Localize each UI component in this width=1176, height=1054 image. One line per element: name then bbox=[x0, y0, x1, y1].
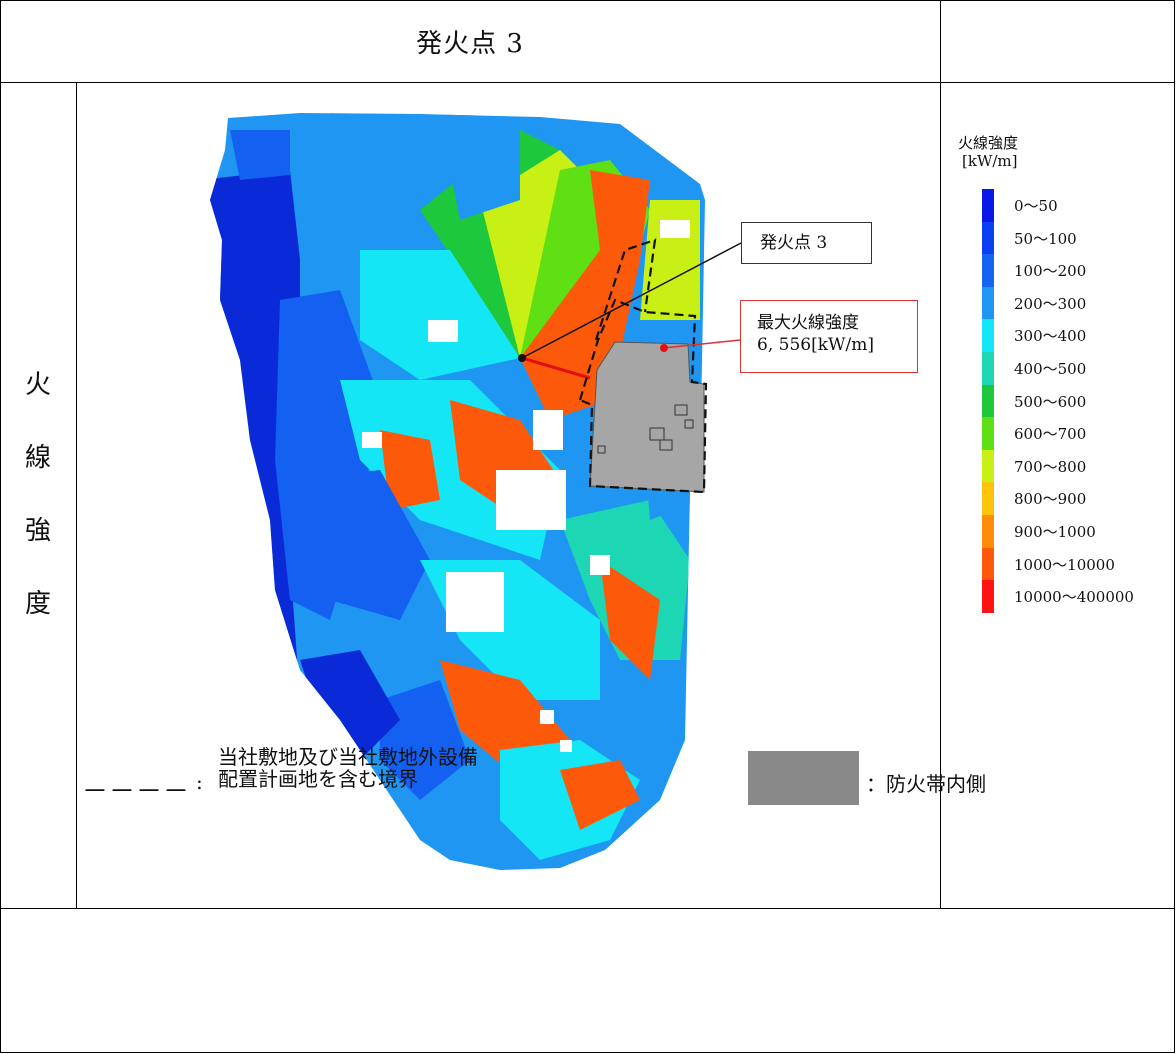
legend-swatch bbox=[982, 254, 994, 287]
row-divider-bottom bbox=[0, 908, 1175, 909]
legend-label: 50～100 bbox=[1014, 229, 1077, 248]
dashed-line-symbol: －－－－ bbox=[82, 777, 191, 807]
column-divider-right bbox=[940, 0, 941, 908]
max-streak bbox=[521, 356, 591, 380]
legend-swatch bbox=[982, 580, 994, 613]
legend-label: 10000～400000 bbox=[1014, 588, 1134, 607]
legend-title-text: 火線強度 bbox=[958, 134, 1019, 152]
ignition-point-marker bbox=[518, 354, 526, 362]
legend-unit: [kW/m] bbox=[962, 152, 1018, 170]
legend-label: 900～1000 bbox=[1014, 522, 1096, 541]
legend-swatch bbox=[982, 351, 994, 385]
legend-label: 600～700 bbox=[1014, 425, 1087, 444]
legend-label: 700～800 bbox=[1014, 457, 1087, 476]
row-label-char: 線 bbox=[24, 443, 51, 473]
row-divider-top bbox=[0, 82, 1175, 83]
building-icon bbox=[684, 419, 694, 429]
leader-line bbox=[521, 242, 742, 359]
ignition-callout: 発火点 3 bbox=[741, 222, 872, 264]
building-icon bbox=[597, 445, 606, 454]
legend-label: 1000～10000 bbox=[1014, 555, 1115, 574]
legend-label: 500～600 bbox=[1014, 392, 1087, 411]
legend-swatch bbox=[982, 514, 994, 548]
legend-title: 火線強度 [kW/m] bbox=[958, 134, 1018, 170]
legend-swatch bbox=[982, 384, 994, 418]
max-intensity-marker bbox=[660, 344, 668, 352]
boundary-line-1: 当社敷地及び当社敷地外設備 bbox=[218, 745, 478, 769]
legend-label: 0～50 bbox=[1014, 197, 1058, 215]
legend-label: 100～200 bbox=[1014, 262, 1087, 281]
boundary-line-2: 配置計画地を含む境界 bbox=[218, 767, 418, 791]
building-icon bbox=[649, 427, 665, 441]
row-label: 火 線 強 度 bbox=[0, 82, 76, 908]
row-label-char: 強 bbox=[24, 516, 51, 546]
row-label-char: 度 bbox=[24, 589, 51, 619]
legend-label: 300～400 bbox=[1014, 327, 1087, 346]
column-divider-left bbox=[76, 82, 77, 908]
max-intensity-title: 最大火線強度 bbox=[757, 313, 859, 333]
site-boundary bbox=[578, 298, 708, 494]
boundary-colon: : bbox=[196, 770, 203, 794]
legend-label: 400～500 bbox=[1014, 359, 1087, 378]
legend-label: 800～900 bbox=[1014, 490, 1087, 509]
max-intensity-callout: 最大火線強度 6, 556[kW/m] bbox=[740, 300, 918, 373]
max-intensity-value: 6, 556[kW/m] bbox=[757, 335, 874, 355]
legend-swatch bbox=[982, 189, 994, 222]
legend-swatch bbox=[982, 547, 994, 581]
page-title: 発火点 3 bbox=[416, 28, 524, 59]
inner-zone-swatch bbox=[748, 751, 859, 805]
row-label-char: 火 bbox=[24, 370, 51, 400]
legend-swatch bbox=[982, 417, 994, 450]
inner-zone-label: ：防火帯内側 bbox=[866, 772, 986, 796]
legend-swatch bbox=[982, 482, 994, 515]
building-icon bbox=[674, 404, 688, 416]
fire-intensity-map bbox=[210, 113, 742, 870]
leader-line bbox=[663, 339, 741, 349]
building-icon bbox=[659, 439, 673, 451]
legend-swatch bbox=[982, 221, 994, 255]
firebreak-inner-zone bbox=[589, 341, 705, 493]
legend-swatch bbox=[982, 449, 994, 483]
site-boundary bbox=[594, 238, 657, 341]
legend-swatch bbox=[982, 286, 994, 320]
boundary-description: 当社敷地及び当社敷地外設備 配置計画地を含む境界 bbox=[218, 746, 478, 790]
legend-swatch bbox=[982, 319, 994, 352]
legend-label: 200～300 bbox=[1014, 294, 1087, 313]
